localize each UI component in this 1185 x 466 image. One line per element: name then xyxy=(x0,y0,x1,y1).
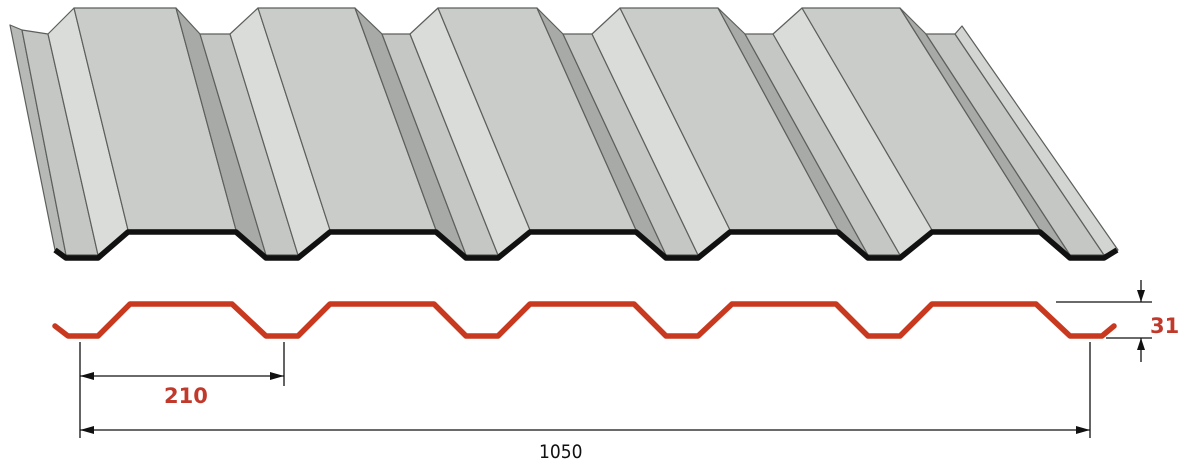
profile-line xyxy=(52,301,1117,339)
height-label: 31 xyxy=(1150,314,1179,338)
arrowhead xyxy=(270,372,284,380)
sheet-illustration xyxy=(9,7,1119,256)
arrowhead xyxy=(80,426,94,434)
arrowhead xyxy=(1137,290,1145,302)
sheet-front-edge xyxy=(53,229,1119,261)
pitch-label: 210 xyxy=(164,384,208,408)
dimension-lines xyxy=(79,280,1152,438)
arrowheads xyxy=(80,290,1145,434)
width-label: 1050 xyxy=(539,441,583,463)
arrowhead xyxy=(80,372,94,380)
arrowhead xyxy=(1137,338,1145,350)
arrowhead xyxy=(1076,426,1090,434)
sheet-right-lip xyxy=(954,25,1119,256)
